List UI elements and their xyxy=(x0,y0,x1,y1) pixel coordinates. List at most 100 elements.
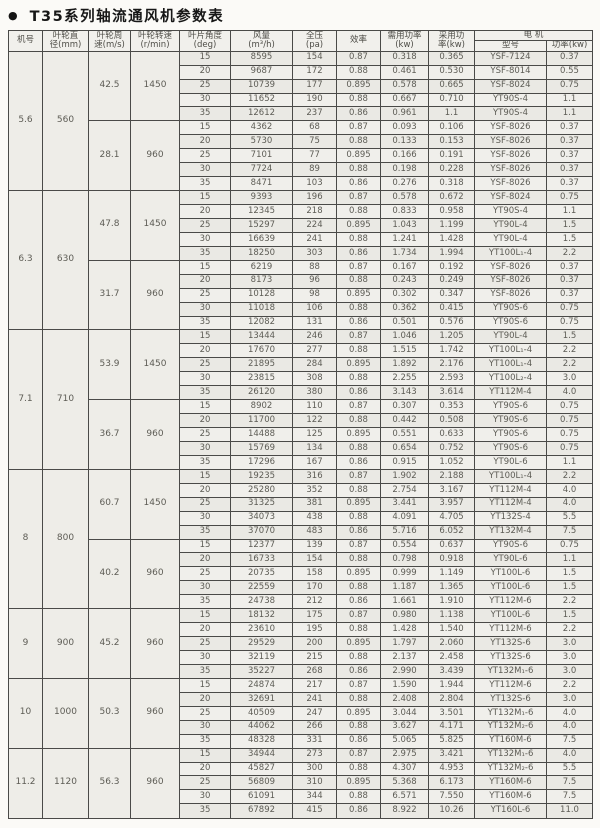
cell-motor-model: YT90S-6 xyxy=(474,399,547,415)
cell-motor-model: YT100L-6 xyxy=(474,608,547,624)
cell-flow: 23610 xyxy=(230,622,293,638)
cell-blade-angle: 35 xyxy=(179,803,231,819)
cell-adopted-power: 0.665 xyxy=(428,78,475,94)
cell-adopted-power: 4.953 xyxy=(428,761,475,777)
cell-blade-angle: 20 xyxy=(179,64,231,80)
cell-required-power: 1.797 xyxy=(380,636,429,651)
cell-diameter: 1000 xyxy=(42,677,89,749)
cell-required-power: 2.408 xyxy=(380,691,429,707)
cell-motor-model: YSF-8026 xyxy=(474,148,547,164)
cell-motor-model: YT132M₁-6 xyxy=(474,705,547,721)
cell-efficiency: 0.88 xyxy=(336,343,381,359)
cell-motor-model: YT100L₁-4 xyxy=(474,468,547,484)
cell-pressure: 241 xyxy=(292,231,337,247)
cell-required-power: 0.093 xyxy=(380,120,429,136)
cell-pressure: 246 xyxy=(292,329,337,345)
table-row: 30 23815 308 0.88 2.255 2.593 YT100L₂-4 3.0 xyxy=(9,371,594,387)
cell-efficiency: 0.88 xyxy=(336,413,381,428)
cell-efficiency: 0.88 xyxy=(336,301,381,317)
table-row: 31.7 960 15 6219 88 0.87 0.167 0.192 YSF-8026 0.3… xyxy=(9,259,594,331)
cell-pressure: 172 xyxy=(292,64,337,80)
cell-tip-speed: 42.5 xyxy=(88,50,131,122)
cell-required-power: 0.915 xyxy=(380,454,429,470)
cell-motor-power: 7.5 xyxy=(545,775,594,791)
cell-adopted-power: 3.614 xyxy=(428,385,475,401)
cell-motor-model: YT90S-6 xyxy=(474,538,547,554)
cell-motor-model: YT90S-6 xyxy=(474,427,547,442)
cell-pressure: 196 xyxy=(292,190,337,205)
cell-blade-angle: 25 xyxy=(179,427,231,442)
cell-adopted-power: 3.421 xyxy=(428,747,475,763)
cell-rpm: 1450 xyxy=(130,468,180,540)
cell-motor-power: 3.0 xyxy=(545,650,594,665)
cell-blade-angle: 15 xyxy=(179,608,231,624)
cell-pressure: 331 xyxy=(292,733,337,749)
cell-motor-model: YSF-8026 xyxy=(474,120,547,136)
cell-pressure: 483 xyxy=(292,524,337,540)
cell-flow: 11018 xyxy=(230,301,293,317)
cell-adopted-power: 1.742 xyxy=(428,343,475,359)
cell-adopted-power: 2.593 xyxy=(428,371,475,387)
cell-blade-angle: 25 xyxy=(179,566,231,582)
cell-motor-model: YT90S-6 xyxy=(474,413,547,428)
cell-efficiency: 0.88 xyxy=(336,273,381,289)
cell-motor-power: 4.0 xyxy=(545,482,594,498)
table-row: 20 16733 154 0.88 0.798 0.918 YT90L-6 1.1 xyxy=(9,552,594,568)
cell-adopted-power: 0.958 xyxy=(428,204,475,219)
header-row-2: 型号 功率(kw) xyxy=(9,40,594,52)
cell-motor-model: YT100L-6 xyxy=(474,566,547,582)
cell-blade-angle: 25 xyxy=(179,705,231,721)
cell-pressure: 125 xyxy=(292,427,337,442)
header-pressure: 全压 (pa) xyxy=(292,30,337,52)
cell-required-power: 1.515 xyxy=(380,343,429,359)
cell-flow: 29529 xyxy=(230,636,293,651)
header-flow: 风量 (m³/h) xyxy=(230,30,293,52)
cell-pressure: 68 xyxy=(292,120,337,136)
cell-motor-power: 5.5 xyxy=(545,510,594,526)
cell-adopted-power: 6.052 xyxy=(428,524,475,540)
cell-flow: 7101 xyxy=(230,148,293,164)
header-fan-no: 机号 xyxy=(8,30,43,52)
cell-efficiency: 0.87 xyxy=(336,50,381,66)
cell-adopted-power: 0.752 xyxy=(428,440,475,456)
cell-blade-angle: 30 xyxy=(179,650,231,665)
cell-blade-angle: 35 xyxy=(179,106,231,122)
cell-flow: 8173 xyxy=(230,273,293,289)
table-row: 10 1000 50.3 960 15 24874 217 0.87 1.590 1.944 YT1… xyxy=(8,677,594,749)
cell-efficiency: 0.86 xyxy=(336,594,381,610)
cell-flow: 34944 xyxy=(230,747,293,763)
cell-adopted-power: 7.550 xyxy=(428,789,475,805)
cell-motor-power: 0.75 xyxy=(545,190,594,205)
cell-pressure: 380 xyxy=(292,385,337,401)
cell-blade-angle: 35 xyxy=(179,524,231,540)
cell-efficiency: 0.87 xyxy=(336,190,381,205)
cell-adopted-power: 1.1 xyxy=(428,106,475,122)
cell-motor-model: YT132S-6 xyxy=(474,636,547,651)
table-row: 30 34073 438 0.88 4.091 4.705 YT132S-4 5.5 xyxy=(9,510,594,526)
cell-adopted-power: 0.228 xyxy=(428,162,475,178)
cell-adopted-power: 0.191 xyxy=(428,148,475,164)
table-row: 20 9687 172 0.88 0.461 0.530 YSF-8014 0.55 xyxy=(9,64,594,80)
table-row: 8 800 60.7 1450 15 19235 316 0.87 1.902 2.188 YT10… xyxy=(8,468,594,610)
cell-efficiency: 0.895 xyxy=(336,427,381,442)
cell-required-power: 0.276 xyxy=(380,176,429,192)
cell-motor-power: 0.37 xyxy=(545,148,594,164)
cell-motor-power: 1.1 xyxy=(545,92,594,108)
table-row: 35 26120 380 0.86 3.143 3.614 YT112M-4 4.0 xyxy=(9,385,594,401)
cell-rpm: 960 xyxy=(130,747,180,820)
cell-adopted-power: 0.530 xyxy=(428,64,475,80)
cell-motor-model: YT160M-6 xyxy=(474,789,547,805)
cell-blade-angle: 30 xyxy=(179,719,231,735)
cell-efficiency: 0.88 xyxy=(336,622,381,638)
cell-efficiency: 0.895 xyxy=(336,217,381,233)
cell-motor-power: 0.75 xyxy=(545,440,594,456)
cell-blade-angle: 20 xyxy=(179,273,231,289)
cell-blade-angle: 30 xyxy=(179,231,231,247)
cell-fan-no: 5.6 xyxy=(8,50,43,192)
cell-blade-angle: 25 xyxy=(179,217,231,233)
table-row: 30 22559 170 0.88 1.187 1.365 YT100L-6 1.5 xyxy=(9,580,594,596)
cell-motor-power: 1.1 xyxy=(545,552,594,568)
cell-motor-power: 4.0 xyxy=(545,385,594,401)
cell-blade-angle: 20 xyxy=(179,552,231,568)
cell-motor-model: YT100L₁-4 xyxy=(474,245,547,261)
